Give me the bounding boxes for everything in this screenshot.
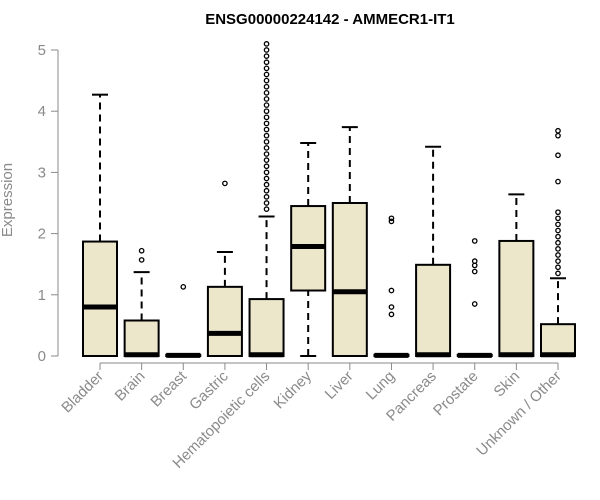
- outlier-point: [263, 96, 270, 102]
- x-tick-label: Kidney: [271, 367, 316, 412]
- outlier-point: [555, 258, 561, 264]
- box-pancreas: [415, 145, 452, 358]
- box-liver: [331, 126, 368, 357]
- outlier-point: [263, 163, 270, 170]
- y-tick-label: 4: [38, 103, 46, 120]
- outlier-point: [263, 114, 270, 121]
- outlier-point: [555, 127, 561, 134]
- chart-title: ENSG00000224142 - AMMECR1-IT1: [205, 11, 455, 28]
- box-body: [498, 239, 535, 357]
- box-body: [82, 240, 118, 357]
- outlier-point: [263, 71, 270, 78]
- box-breast: [165, 283, 202, 358]
- y-tick-label: 1: [38, 287, 46, 304]
- outlier-point: [263, 200, 270, 206]
- box-brain: [123, 247, 160, 358]
- outlier-point: [263, 194, 270, 200]
- y-tick-label: 0: [38, 348, 46, 365]
- outlier-point: [263, 59, 270, 66]
- x-tick-label: Prostate: [430, 368, 482, 420]
- outlier-point: [388, 215, 395, 222]
- y-tick-label: 3: [38, 164, 46, 181]
- outlier-point: [263, 89, 270, 96]
- outlier-point: [263, 138, 270, 145]
- outlier-point: [388, 287, 395, 294]
- box-lung: [373, 215, 410, 358]
- x-tick-label: Lung: [363, 368, 399, 404]
- outlier-point: [263, 206, 270, 212]
- outlier-point: [471, 301, 478, 307]
- x-tick-label: Bladder: [58, 368, 107, 417]
- outlier-point: [263, 145, 270, 151]
- outlier-point: [263, 187, 270, 194]
- outlier-point: [263, 120, 270, 127]
- outlier-point: [180, 283, 187, 290]
- box-skin: [498, 193, 535, 358]
- x-tick-label: Breast: [147, 367, 190, 410]
- y-tick-label: 2: [38, 226, 46, 243]
- outlier-point: [138, 257, 145, 263]
- outlier-point: [263, 41, 270, 47]
- outlier-point: [555, 239, 561, 246]
- box-body: [540, 323, 576, 357]
- box-series: [82, 41, 576, 358]
- outlier-point: [555, 264, 561, 271]
- outlier-point: [263, 47, 270, 53]
- outlier-point: [555, 233, 561, 240]
- outlier-point: [263, 181, 270, 188]
- box-hematopoietic-cells: [248, 41, 285, 358]
- outlier-point: [555, 215, 561, 222]
- outlier-point: [263, 83, 270, 90]
- outlier-point: [555, 221, 561, 228]
- box-body: [206, 285, 243, 357]
- outlier-point: [263, 108, 270, 115]
- outlier-point: [388, 311, 395, 318]
- box-kidney: [290, 142, 327, 357]
- y-axis-title: Expression: [0, 163, 16, 237]
- outlier-point: [555, 246, 561, 252]
- outlier-point: [222, 180, 228, 187]
- outlier-point: [388, 304, 395, 310]
- outlier-point: [555, 132, 561, 139]
- outlier-point: [471, 238, 478, 244]
- outlier-point: [555, 227, 561, 234]
- box-body: [248, 298, 285, 358]
- outlier-point: [263, 102, 270, 108]
- outlier-point: [263, 132, 270, 139]
- box-prostate: [456, 238, 493, 358]
- outlier-point: [263, 53, 270, 59]
- outlier-point: [555, 209, 561, 216]
- outlier-point: [388, 218, 395, 225]
- outlier-point: [263, 151, 270, 157]
- box-body: [415, 263, 452, 358]
- box-bladder: [82, 93, 118, 357]
- box-unknown-other: [540, 127, 576, 358]
- outlier-point: [263, 157, 270, 164]
- box-body: [123, 319, 160, 357]
- outlier-point: [263, 126, 270, 133]
- outlier-point: [263, 65, 270, 72]
- box-gastric: [206, 180, 243, 357]
- y-tick-label: 5: [38, 42, 46, 59]
- outlier-point: [471, 268, 478, 275]
- outlier-point: [263, 169, 270, 176]
- outlier-point: [263, 175, 270, 182]
- outlier-point: [555, 252, 561, 258]
- outlier-point: [555, 178, 561, 185]
- outlier-point: [555, 152, 561, 159]
- y-axis: 0 1 2 3 4 5: [38, 42, 59, 365]
- x-tick-label: Liver: [322, 368, 357, 403]
- outlier-point: [138, 247, 145, 254]
- x-tick-label: Skin: [491, 368, 524, 401]
- x-tick-label: Brain: [112, 368, 149, 405]
- outlier-point: [471, 258, 478, 264]
- outlier-point: [555, 270, 561, 277]
- outlier-point: [263, 77, 270, 84]
- box-body: [331, 202, 368, 357]
